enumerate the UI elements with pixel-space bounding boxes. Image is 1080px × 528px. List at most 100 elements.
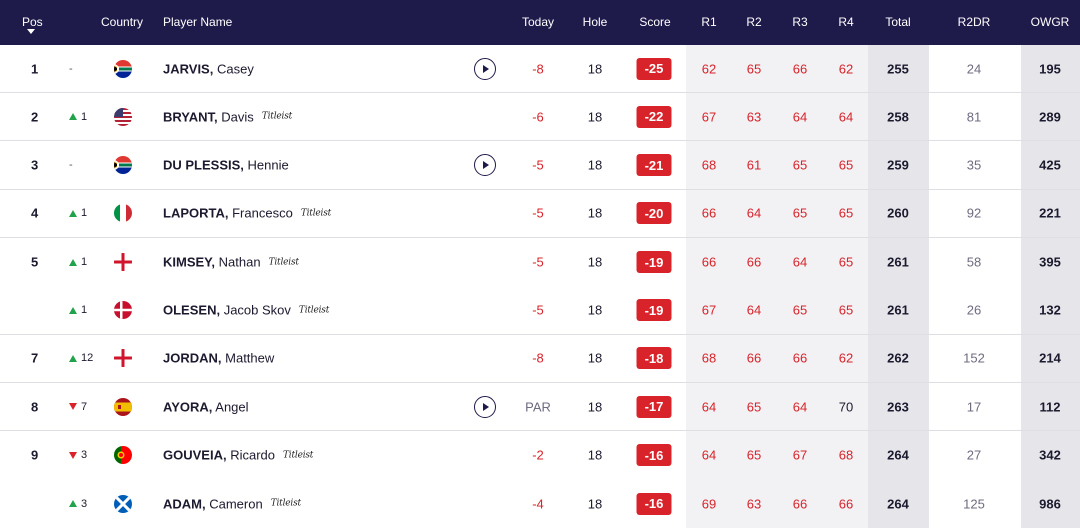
col-header-player[interactable]: Player Name [163, 15, 233, 29]
total-strokes: 261 [887, 302, 909, 318]
col-header-r2dr[interactable]: R2DR [957, 15, 991, 29]
player-first-name: Casey [216, 61, 254, 76]
movement-value: - [69, 62, 73, 75]
total-strokes: 259 [887, 157, 909, 173]
today-score: PAR [525, 399, 551, 415]
r2dr-rank: 26 [966, 302, 982, 318]
player-name[interactable]: BRYANT, Davis Titleist [163, 109, 292, 124]
player-row[interactable]: 1 OLESEN, Jacob Skov Titleist -5 18 -19 … [0, 287, 1080, 335]
today-score: -5 [532, 157, 544, 173]
denmark-flag-icon [114, 301, 132, 319]
position-movement: 1 [69, 304, 87, 316]
round-3-score: 65 [792, 157, 808, 173]
col-header-r3[interactable]: R3 [792, 15, 808, 29]
total-strokes: 260 [887, 205, 909, 221]
round-1-score: 67 [701, 109, 717, 125]
leaderboard-header: Pos Country Player Name Today Hole Score… [0, 0, 1080, 45]
player-row[interactable]: 3 - DU PLESSIS, Hennie -5 18 -21 68 61 6… [0, 142, 1080, 190]
owgr-rank: 195 [1039, 61, 1061, 76]
portugal-flag-icon [114, 446, 132, 465]
position-movement: 1 [69, 256, 87, 268]
england-flag-icon [114, 349, 132, 368]
round-1-score: 68 [701, 157, 717, 173]
player-last-name: DU PLESSIS, [163, 157, 244, 173]
round-1-score: 69 [701, 496, 717, 512]
r2dr-rank: 152 [963, 350, 985, 366]
movement-value: 3 [81, 497, 88, 510]
position-movement: 12 [69, 352, 93, 364]
col-header-hole[interactable]: Hole [582, 15, 608, 29]
player-last-name: JORDAN, [163, 350, 222, 366]
owgr-rank: 425 [1039, 157, 1061, 173]
r2dr-rank: 35 [966, 157, 982, 173]
italy-flag-icon [114, 204, 132, 223]
player-name[interactable]: JARVIS, Casey [163, 61, 254, 76]
player-row[interactable]: 8 7 AYORA, Angel PAR 18 -17 64 65 64 70 … [0, 383, 1080, 432]
total-score-badge: -16 [636, 492, 672, 515]
player-row[interactable]: 3 ADAM, Cameron Titleist -4 18 -16 69 63… [0, 480, 1080, 528]
player-name[interactable]: LAPORTA, Francesco Titleist [163, 206, 331, 221]
south-africa-flag-icon [114, 156, 132, 175]
player-name[interactable]: AYORA, Angel [163, 399, 249, 414]
player-last-name: KIMSEY, [163, 254, 216, 270]
south-africa-flag-icon [114, 59, 132, 78]
col-header-r1[interactable]: R1 [701, 15, 717, 29]
player-row[interactable]: 5 1 KIMSEY, Nathan Titleist -5 18 -19 66… [0, 238, 1080, 286]
position-movement: 1 [69, 111, 87, 123]
player-name[interactable]: OLESEN, Jacob Skov Titleist [163, 303, 329, 318]
round-3-score: 65 [792, 205, 808, 221]
round-3-score: 66 [792, 61, 808, 76]
play-video-icon[interactable] [474, 154, 496, 177]
r2dr-rank: 24 [966, 61, 982, 76]
titleist-logo: Titleist [298, 305, 330, 315]
position: 5 [31, 254, 39, 270]
total-column-shade [868, 45, 929, 528]
position-movement: 1 [69, 207, 87, 219]
movement-arrow-icon [69, 306, 77, 314]
col-header-r4[interactable]: R4 [838, 15, 854, 29]
owgr-column-shade [1021, 45, 1080, 528]
player-name[interactable]: JORDAN, Matthew [163, 351, 274, 366]
total-score-badge: -17 [636, 395, 672, 418]
today-score: -8 [532, 61, 544, 76]
round-4-score: 65 [838, 254, 854, 270]
hole: 18 [587, 205, 603, 221]
player-name[interactable]: ADAM, Cameron Titleist [163, 496, 301, 511]
col-header-owgr[interactable]: OWGR [1030, 15, 1070, 29]
player-name[interactable]: KIMSEY, Nathan Titleist [163, 255, 299, 270]
player-row[interactable]: 1 - JARVIS, Casey -8 18 -25 62 65 66 62 … [0, 45, 1080, 93]
col-header-total[interactable]: Total [885, 15, 911, 29]
col-header-score[interactable]: Score [639, 15, 671, 29]
player-first-name: Hennie [247, 157, 289, 173]
titleist-logo: Titleist [268, 257, 299, 268]
player-row[interactable]: 9 3 GOUVEIA, Ricardo Titleist -2 18 -16 … [0, 431, 1080, 479]
movement-value: 1 [81, 110, 88, 123]
col-header-r2[interactable]: R2 [746, 15, 762, 29]
col-header-country[interactable]: Country [101, 15, 144, 29]
owgr-rank: 132 [1039, 302, 1061, 318]
round-2-score: 65 [746, 399, 762, 415]
play-video-icon[interactable] [474, 57, 496, 80]
sort-desc-icon[interactable] [27, 29, 35, 34]
col-header-pos[interactable]: Pos [22, 15, 43, 29]
col-header-today[interactable]: Today [521, 15, 555, 29]
player-row[interactable]: 4 1 LAPORTA, Francesco Titleist -5 18 -2… [0, 190, 1080, 238]
player-first-name: Davis [221, 109, 254, 125]
position: 9 [31, 447, 39, 463]
usa-flag-icon [114, 107, 132, 126]
player-first-name: Nathan [218, 254, 261, 270]
player-last-name: LAPORTA, [163, 205, 229, 221]
position: 4 [31, 205, 39, 221]
hole: 18 [587, 109, 603, 125]
titleist-logo: Titleist [283, 450, 314, 461]
player-first-name: Angel [215, 399, 249, 415]
round-3-score: 66 [792, 350, 808, 366]
round-4-score: 62 [838, 61, 854, 76]
player-last-name: ADAM, [163, 496, 206, 512]
player-name[interactable]: GOUVEIA, Ricardo Titleist [163, 448, 313, 463]
player-name[interactable]: DU PLESSIS, Hennie [163, 158, 289, 173]
player-row[interactable]: 7 12 JORDAN, Matthew -8 18 -18 68 66 66 … [0, 335, 1080, 383]
player-row[interactable]: 2 1 BRYANT, Davis Titleist -6 18 -22 67 … [0, 93, 1080, 142]
player-first-name: Cameron [209, 496, 263, 512]
play-video-icon[interactable] [474, 395, 496, 418]
